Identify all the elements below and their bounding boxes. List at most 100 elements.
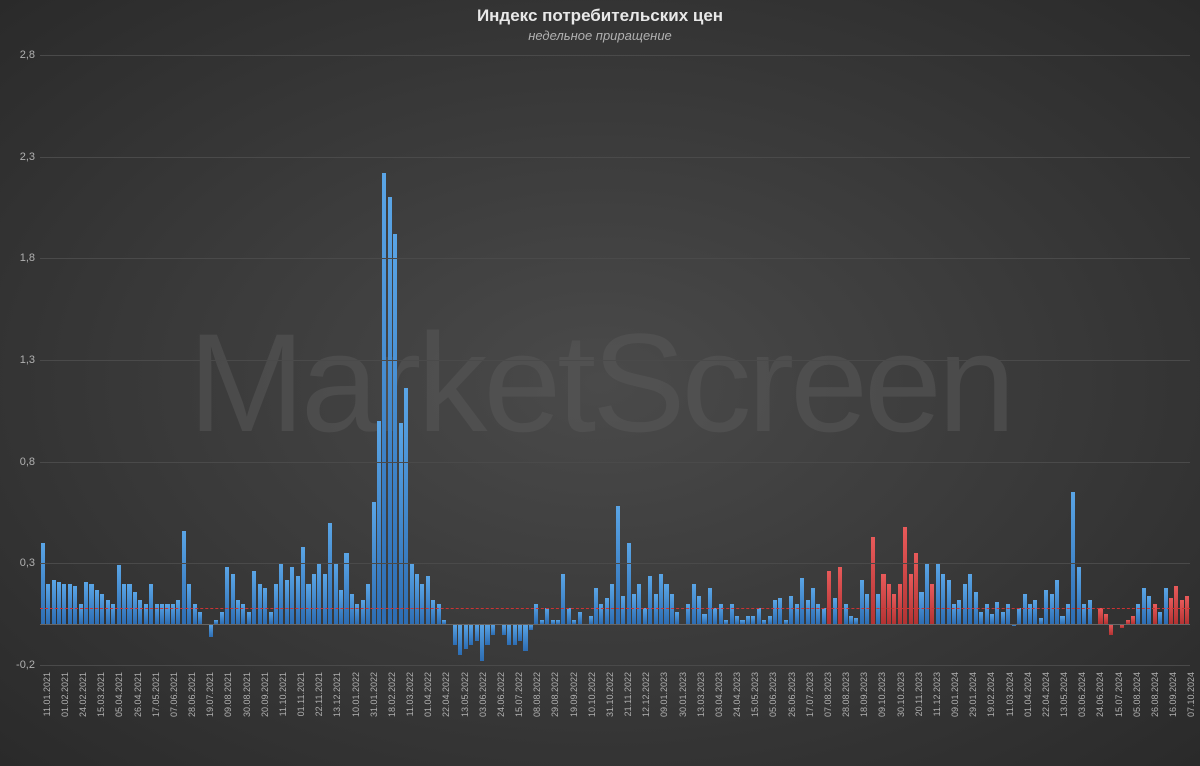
bar	[290, 567, 294, 624]
x-tick-label: 26.08.2024	[1150, 672, 1160, 717]
bar	[117, 565, 121, 624]
bar	[686, 604, 690, 624]
x-tick-label: 05.08.2024	[1132, 672, 1142, 717]
bar	[1077, 567, 1081, 624]
bar	[475, 624, 479, 640]
bar	[339, 590, 343, 625]
x-tick-label: 15.03.2021	[96, 672, 106, 717]
bar	[106, 600, 110, 624]
bar	[111, 604, 115, 624]
bar	[589, 616, 593, 624]
x-tick-label: 11.10.2021	[278, 672, 288, 716]
x-tick-label: 24.04.2023	[732, 672, 742, 717]
bar	[52, 580, 56, 625]
bar	[274, 584, 278, 625]
x-tick-label: 31.10.2022	[605, 672, 615, 717]
bar	[507, 624, 511, 644]
bar	[1158, 612, 1162, 624]
bar	[616, 506, 620, 624]
bar	[165, 604, 169, 624]
bar	[377, 421, 381, 624]
bar	[144, 604, 148, 624]
bar	[464, 624, 468, 648]
bar	[182, 531, 186, 625]
bar	[1017, 608, 1021, 624]
bar	[1044, 590, 1048, 625]
bar	[708, 588, 712, 625]
bar	[415, 574, 419, 625]
bar	[73, 586, 77, 625]
bar	[366, 584, 370, 625]
bar	[122, 584, 126, 625]
bar	[849, 616, 853, 624]
bar	[68, 584, 72, 625]
bar	[925, 563, 929, 624]
x-tick-label: 16.09.2024	[1168, 672, 1178, 717]
bar	[1136, 604, 1140, 624]
bar	[361, 600, 365, 624]
bar	[1147, 596, 1151, 624]
bar	[648, 576, 652, 625]
bar	[220, 612, 224, 624]
x-tick-label: 13.05.2024	[1059, 672, 1069, 717]
bar	[480, 624, 484, 661]
x-tick-label: 29.08.2022	[550, 672, 560, 717]
bar	[176, 600, 180, 624]
bar	[627, 543, 631, 624]
bar	[795, 604, 799, 624]
bar	[1082, 604, 1086, 624]
bar	[985, 604, 989, 624]
x-tick-label: 11.03.2022	[405, 672, 415, 716]
bar	[296, 576, 300, 625]
x-tick-label: 30.10.2023	[896, 672, 906, 717]
bar	[822, 608, 826, 624]
x-tick-label: 05.06.2023	[768, 672, 778, 717]
x-tick-label: 01.11.2021	[296, 672, 306, 716]
bar	[1109, 624, 1113, 634]
bar	[1055, 580, 1059, 625]
bar	[675, 612, 679, 624]
bar	[269, 612, 273, 624]
bar	[561, 574, 565, 625]
x-tick-label: 13.03.2023	[696, 672, 706, 717]
bar	[437, 604, 441, 624]
bar	[231, 574, 235, 625]
x-tick-label: 24.02.2021	[78, 672, 88, 717]
x-tick-label: 28.06.2021	[187, 672, 197, 717]
grid-line	[40, 462, 1190, 463]
bar	[388, 197, 392, 624]
x-axis-labels: 11.01.202101.02.202124.02.202115.03.2021…	[40, 670, 1190, 760]
bar	[138, 600, 142, 624]
grid-line	[40, 360, 1190, 361]
bar	[382, 173, 386, 624]
grid-line	[40, 258, 1190, 259]
bar	[57, 582, 61, 625]
bar	[800, 578, 804, 625]
bar	[404, 388, 408, 624]
bar	[160, 604, 164, 624]
bar	[963, 584, 967, 625]
bar	[751, 616, 755, 624]
y-tick-label: 2,3	[10, 151, 35, 163]
bar	[930, 584, 934, 625]
bar	[594, 588, 598, 625]
grid-line	[40, 563, 1190, 564]
bar	[193, 604, 197, 624]
bar	[469, 624, 473, 644]
bar	[410, 563, 414, 624]
bar	[1060, 616, 1064, 624]
x-tick-label: 09.01.2024	[950, 672, 960, 717]
bar	[990, 614, 994, 624]
x-tick-label: 31.01.2022	[369, 672, 379, 717]
bar	[719, 604, 723, 624]
bar	[898, 584, 902, 625]
x-tick-label: 07.10.2024	[1186, 672, 1196, 717]
bar	[1180, 600, 1184, 624]
bar	[100, 594, 104, 625]
bar	[355, 604, 359, 624]
bar	[1131, 616, 1135, 624]
bar	[757, 608, 761, 624]
bar	[236, 600, 240, 624]
y-tick-label: 2,8	[10, 49, 35, 61]
bar	[632, 594, 636, 625]
